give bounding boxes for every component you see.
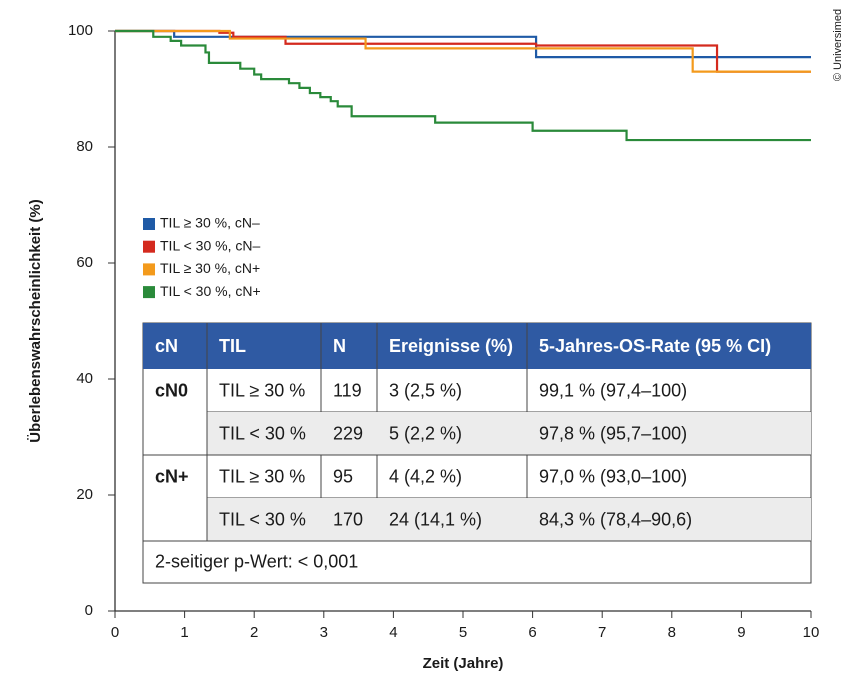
x-tick-label: 7 [598,624,606,641]
legend-label: TIL ≥ 30 %, cN– [160,215,260,231]
y-tick-label: 80 [76,138,93,155]
table-cell: 119 [333,380,362,400]
x-tick-label: 10 [803,624,820,641]
table-header-cell: N [333,336,346,356]
table-header-cell: 5-Jahres-OS-Rate (95 % CI) [539,336,771,356]
y-tick-label: 60 [76,254,93,271]
table-cell: 170 [333,509,363,529]
table-cell: 99,1 % (97,4–100) [539,380,687,400]
legend-swatch [143,286,155,299]
table-cell: 97,0 % (93,0–100) [539,466,687,486]
survival-curve [115,29,811,142]
x-tick-label: 9 [737,624,745,641]
row-shade [207,412,811,455]
table-cell: 3 (2,5 %) [389,380,462,400]
table-cell: TIL ≥ 30 % [219,466,305,486]
survival-curve [115,29,811,73]
survival-curve [115,29,811,73]
y-tick-label: 100 [68,22,93,39]
table-cell: TIL < 30 % [219,423,306,443]
table-footer: 2-seitiger p-Wert: < 0,001 [155,551,358,571]
y-axis-label: Überlebenswahrscheinlichkeit (%) [27,199,44,442]
x-tick-label: 5 [459,624,467,641]
legend-label: TIL ≥ 30 %, cN+ [160,260,260,276]
table-cell: TIL < 30 % [219,509,306,529]
legend-swatch [143,218,155,230]
table-header [143,323,811,369]
table-group-label: cN0 [155,380,188,400]
x-tick-label: 8 [668,624,676,641]
table-group-label: cN+ [155,466,189,486]
table-header-cell: TIL [219,336,246,356]
table-cell: 97,8 % (95,7–100) [539,423,687,443]
table-header-cell: Ereignisse (%) [389,336,513,356]
x-tick-label: 6 [528,624,536,641]
row-shade [207,498,811,541]
table-cell: 84,3 % (78,4–90,6) [539,509,692,529]
x-tick-label: 4 [389,624,397,641]
table-header-cell: cN [155,336,178,356]
y-tick-label: 20 [76,486,93,503]
x-tick-label: 0 [111,624,119,641]
table-cell: 5 (2,2 %) [389,423,462,443]
table-cell: 4 (4,2 %) [389,466,462,486]
legend-label: TIL < 30 %, cN– [160,237,260,253]
x-tick-label: 1 [180,624,188,641]
table-cell: TIL ≥ 30 % [219,380,305,400]
x-tick-label: 2 [250,624,258,641]
table-cell: 229 [333,423,363,443]
table-cell: 24 (14,1 %) [389,509,482,529]
x-axis-label: Zeit (Jahre) [423,655,504,672]
y-tick-label: 0 [85,602,93,619]
y-tick-label: 40 [76,370,93,387]
legend-swatch [143,263,155,276]
legend-label: TIL < 30 %, cN+ [160,283,261,299]
x-tick-label: 3 [320,624,328,641]
credit: © Universimed [832,9,844,81]
table-cell: 95 [333,466,353,486]
legend-swatch [143,240,155,253]
